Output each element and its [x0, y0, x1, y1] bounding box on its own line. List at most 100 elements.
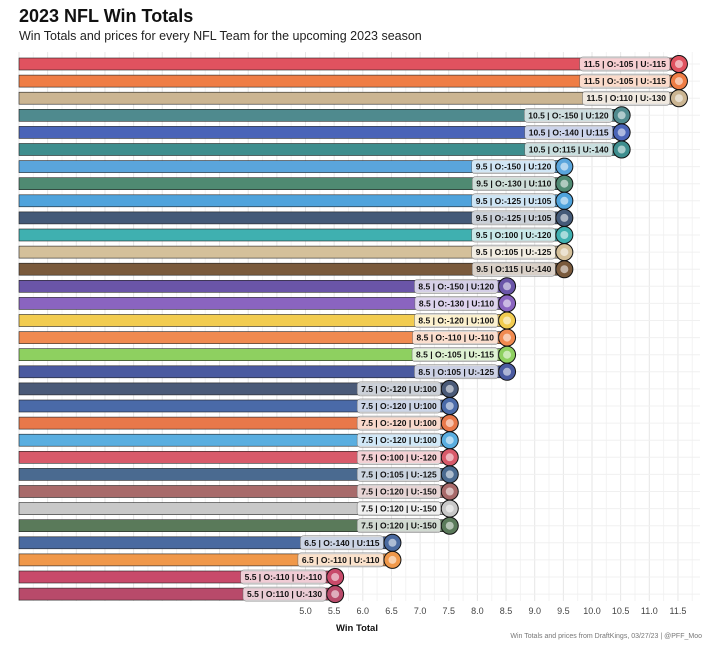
bar-label-background	[524, 108, 613, 123]
team-logo-mark	[445, 436, 454, 445]
bar-label-background	[414, 279, 499, 294]
bar-label: 7.5 | O:120 | U:-150	[361, 521, 437, 531]
bar-label-background	[356, 501, 441, 516]
bar-label-background	[471, 261, 556, 277]
bar-kc	[18, 57, 679, 71]
bar-label: 7.5 | O:120 | U:-150	[361, 504, 437, 514]
x-tick-label: 7.5	[442, 606, 455, 616]
chart-subtitle: Win Totals and prices for every NFL Team…	[19, 29, 422, 43]
bar-label: 8.5 | O:-130 | U:110	[419, 298, 494, 308]
bar-label: 6.5 | O:-140 | U:115	[304, 538, 379, 548]
x-tick-label: 8.5	[500, 606, 513, 616]
team-logo-mark	[445, 487, 454, 496]
team-logo-mark	[503, 316, 512, 325]
bar-label: 7.5 | O:100 | U:-120	[361, 452, 437, 462]
team-logo-mark	[503, 350, 512, 359]
team-logo-mark	[674, 60, 683, 68]
team-logo-mark	[503, 367, 512, 376]
team-logo-mark	[560, 248, 569, 257]
team-logo-mark	[331, 573, 340, 581]
bar-label: 10.5 | O:115 | U:-140	[529, 145, 609, 155]
bar-label: 11.5 | O:110 | U:-130	[587, 93, 667, 103]
bar-label: 11.5 | O:-105 | U:-115	[584, 76, 667, 86]
team-logo-mark	[560, 213, 569, 222]
team-logo-mark	[674, 77, 683, 86]
bar-label: 9.5 | O:115 | U:-140	[476, 264, 551, 274]
bar-label-background	[414, 313, 499, 328]
bar-label: 9.5 | O:-150 | U:120	[476, 162, 552, 172]
team-logo-mark	[617, 145, 626, 154]
bar-label-background	[471, 210, 556, 226]
x-tick-label: 6.5	[385, 606, 398, 616]
bar-label-background	[356, 432, 441, 448]
bar-labels: 11.5 | O:-105 | U:-115 11.5 | O:-105 | U:…	[240, 56, 671, 602]
bar-label-background	[297, 552, 384, 568]
bar-label-background	[300, 535, 384, 551]
bar-label-background	[356, 467, 441, 482]
x-tick-label: 10.5	[612, 606, 630, 616]
team-logo-mark	[445, 504, 454, 513]
team-logo-mark	[503, 282, 512, 291]
bar-label: 9.5 | O:100 | U:-120	[476, 230, 552, 240]
bar-label-background	[579, 56, 671, 72]
bar-label: 9.5 | O:-125 | U:105	[476, 196, 552, 206]
bar-label: 5.5 | O:-110 | U:-110	[245, 572, 323, 582]
bar-label-background	[356, 415, 441, 431]
bar-label: 7.5 | O:-120 | U:100	[361, 401, 437, 411]
team-logo-mark	[388, 555, 397, 564]
bar-label-background	[412, 330, 499, 345]
bar-label-background	[471, 193, 556, 209]
bar-label: 8.5 | O:-120 | U:100	[418, 316, 494, 326]
team-logo-mark	[617, 111, 626, 120]
bar-label-background	[356, 381, 441, 397]
x-tick-label: 5.0	[299, 606, 312, 616]
bar-label-background	[411, 347, 499, 362]
x-tick-label: 7.0	[414, 606, 427, 616]
team-logo-mark	[560, 231, 569, 239]
team-logo-mark	[560, 196, 569, 205]
bar-label: 10.5 | O:-150 | U:120	[528, 110, 609, 120]
bar-label: 9.5 | O:-130 | U:110	[476, 179, 551, 189]
bar-label: 7.5 | O:-120 | U:100	[361, 435, 437, 445]
bar-label: 8.5 | O:-105 | U:-115	[416, 350, 494, 360]
team-logo-mark	[445, 470, 454, 479]
bar-label-background	[242, 586, 327, 602]
team-logo-mark	[445, 419, 454, 428]
bar-label-background	[524, 125, 613, 140]
x-tick-label: 6.0	[357, 606, 370, 616]
bar-label-background	[414, 296, 499, 311]
bar-label-background	[524, 142, 613, 157]
team-logo-mark	[503, 333, 512, 342]
bar-label: 9.5 | O:-125 | U:105	[476, 213, 552, 223]
x-tick-label: 11.5	[670, 606, 687, 616]
team-logo-mark	[445, 521, 454, 530]
bar-label: 8.5 | O:-110 | U:-110	[417, 333, 495, 343]
bar-label-background	[356, 484, 441, 499]
team-logos	[326, 55, 688, 604]
team-logo-mark	[503, 299, 512, 308]
x-axis-title: Win Total	[336, 623, 378, 634]
bar-label: 8.5 | O:105 | U:-125	[418, 367, 494, 377]
team-logo-mark	[388, 538, 397, 547]
team-logo-mark	[560, 179, 569, 188]
bar-label: 10.5 | O:-140 | U:115	[529, 127, 609, 137]
x-tick-label: 8.0	[471, 606, 484, 616]
bar-label-background	[356, 398, 441, 414]
bar-label-background	[579, 73, 671, 89]
bar-label-background	[582, 90, 671, 106]
x-axis-ticks: 5.0 5.5 6.0 6.5 7.0 7.5 8.0 8.5 9.0 9.5 10.0 10.5 11…	[299, 606, 686, 616]
bar-label-background	[471, 159, 556, 174]
bar-label: 7.5 | O:105 | U:-125	[361, 469, 437, 479]
team-logo-mark	[560, 265, 569, 274]
bar-label: 8.5 | O:-150 | U:120	[418, 281, 494, 291]
bar-label-background	[240, 569, 327, 585]
bar-cin	[18, 74, 679, 88]
bar-label: 11.5 | O:-105 | U:-115	[584, 59, 667, 69]
bar-label-background	[471, 176, 556, 191]
team-logo-mark	[445, 384, 454, 393]
bar-label-background	[414, 364, 499, 380]
team-logo-mark	[674, 94, 683, 103]
bar-label-background	[471, 227, 556, 243]
bar-label: 5.5 | O:110 | U:-130	[247, 589, 322, 599]
